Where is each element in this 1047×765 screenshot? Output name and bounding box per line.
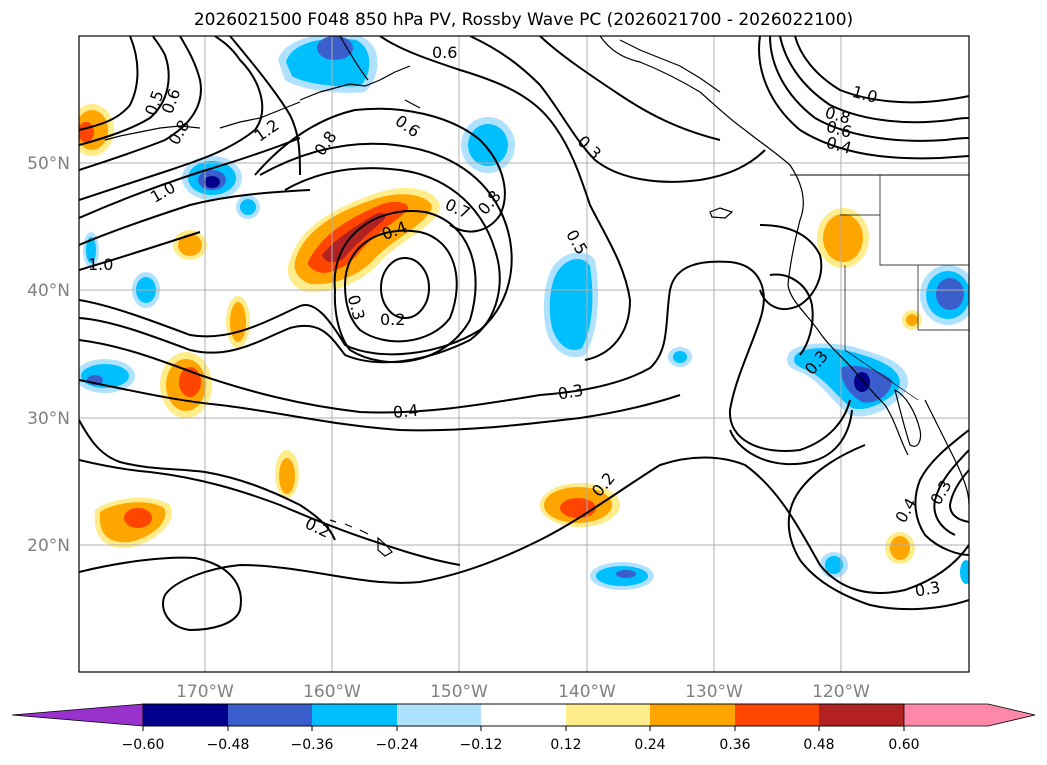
colorbar-bin-2 (228, 704, 312, 726)
lon-label-150w: 150°W (430, 682, 488, 702)
colorbar-label-9: 0.48 (803, 737, 834, 753)
colorbar-label-5: −0.12 (460, 737, 503, 753)
colorbar-label-8: 0.36 (719, 737, 750, 753)
lon-axis-labels: 170°W 160°W 150°W 140°W 130°W 120°W (176, 682, 870, 702)
contour-label-22: 0.3 (556, 380, 584, 403)
negative-anomaly-138w-18n (590, 562, 654, 590)
negative-anomaly-east-edge (960, 560, 969, 584)
positive-anomaly-115w-20n (885, 532, 915, 564)
contour-label-28: 0.3 (913, 577, 941, 600)
colorbar: −0.60 −0.48 −0.36 −0.24 −0.12 0.12 0.24 … (11, 703, 1036, 753)
lat-label-40n: 40°N (27, 281, 70, 301)
negative-anomaly-177w-33n (79, 359, 135, 393)
colorbar-bin-1 (143, 704, 228, 726)
lat-axis-labels: 20°N 30°N 40°N 50°N (27, 154, 70, 556)
colorbar-label-10: 0.60 (888, 737, 919, 753)
colorbar-label-7: 0.24 (634, 737, 665, 753)
negative-anomaly-133w-35n (668, 347, 692, 367)
colorbar-ticks (142, 726, 905, 731)
lat-label-20n: 20°N (27, 536, 70, 556)
colorbar-extend-low (11, 703, 144, 727)
negative-anomaly-166w-47n (236, 195, 260, 219)
colorbar-label-2: −0.48 (207, 737, 250, 753)
positive-anomaly-122w-44n (817, 208, 869, 268)
plot-frame (78, 35, 970, 673)
lon-label-120w: 120°W (812, 682, 870, 702)
negative-anomaly-178w-43n (83, 232, 99, 268)
positive-anomaly-115w-38n (902, 310, 922, 330)
positive-anomaly-main (287, 188, 440, 293)
colorbar-bin-4 (397, 704, 481, 726)
negative-anomaly-112w-40n (920, 265, 969, 325)
coastlines (104, 36, 969, 557)
positive-anomaly-170w-32n (160, 352, 212, 418)
lat-label-50n: 50°N (27, 154, 70, 174)
lon-label-160w: 160°W (303, 682, 361, 702)
lon-label-140w: 140°W (558, 682, 616, 702)
contour-label-18: 1.0 (88, 255, 113, 274)
contour-label-1: 0.6 (432, 43, 457, 62)
colorbar-label-4: −0.24 (376, 737, 419, 753)
colorbar-bin-7 (650, 704, 735, 726)
negative-anomaly-120w-19n (820, 552, 848, 578)
colorbar-bin-5 (481, 704, 566, 726)
negative-anomaly-169w-49n (182, 156, 242, 200)
map-title: 2026021500 F048 850 hPa PV, Rossby Wave … (193, 10, 854, 30)
colorbar-bin-3 (312, 704, 397, 726)
colorbar-label-6: 0.12 (550, 737, 581, 753)
colorbar-bin-6 (566, 704, 650, 726)
gridlines (79, 36, 969, 672)
lat-label-30n: 30°N (27, 409, 70, 429)
colorbar-label-3: −0.36 (291, 737, 334, 753)
positive-anomaly-163w-37n (226, 296, 250, 348)
lon-label-170w: 170°W (176, 682, 234, 702)
positive-anomaly-west-edge (79, 104, 114, 156)
contour-label-20: 0.2 (380, 310, 405, 329)
colorbar-label-1: −0.60 (122, 737, 165, 753)
negative-anomaly-150w-51n (461, 117, 515, 173)
positive-anomaly-163w-25n (275, 450, 299, 498)
lon-label-130w: 130°W (685, 682, 743, 702)
colorbar-bin-9 (819, 704, 904, 726)
negative-anomaly-141w-38n (543, 252, 598, 358)
shaded-anomalies (79, 36, 969, 590)
contour-label-21: 0.4 (392, 401, 419, 422)
colorbar-bin-8 (735, 704, 819, 726)
colorbar-extend-high (904, 704, 1035, 726)
positive-anomaly-173w-21n (94, 497, 172, 549)
pv-contours (79, 36, 969, 632)
